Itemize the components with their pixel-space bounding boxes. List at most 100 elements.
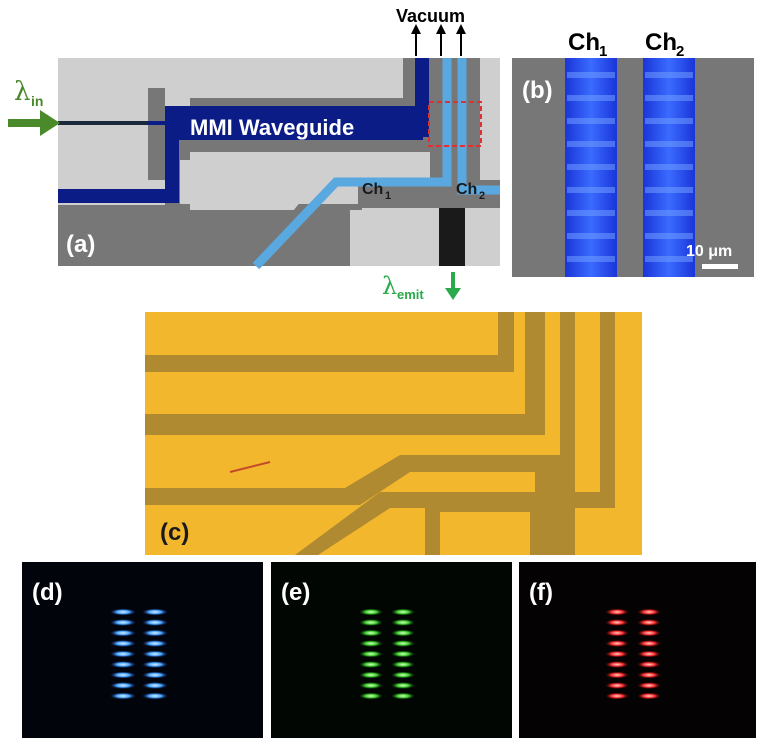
fringe-stripe xyxy=(645,118,693,124)
fringe-stripe xyxy=(605,682,629,689)
track-1 xyxy=(145,312,514,372)
input-arrow-head xyxy=(40,110,60,136)
ch1-label-text: Ch xyxy=(362,181,383,198)
panel-e-fringes xyxy=(359,608,415,700)
ch1-label-a: Ch 1 xyxy=(362,181,391,202)
fringe-stripe xyxy=(645,210,693,216)
fringe-stripe xyxy=(391,661,415,668)
panel-b-background xyxy=(512,58,754,277)
panel-d-fringes xyxy=(110,608,168,700)
vacuum-arrow-2-head xyxy=(436,24,446,34)
gold-pad-2 xyxy=(580,512,642,555)
panel-d-label: (d) xyxy=(32,579,63,606)
panel-b-fringes xyxy=(567,72,693,262)
fringe-stripe xyxy=(110,608,136,616)
fringe-stripe xyxy=(142,608,168,616)
fringe-stripe xyxy=(645,141,693,147)
fringe-stripe xyxy=(359,671,383,679)
fringe-stripe xyxy=(637,629,661,637)
fringe-stripe xyxy=(637,682,661,689)
fringe-stripe xyxy=(567,95,615,101)
fringe-stripe xyxy=(391,650,415,658)
track-5 xyxy=(535,455,575,555)
ch2-label-a: Ch 2 xyxy=(456,181,485,202)
ch2-label-b: Ch 2 xyxy=(645,29,684,60)
panel-f-label: (f) xyxy=(529,579,553,606)
ch1-label-sub: 1 xyxy=(385,190,391,202)
emit-lambda: λ xyxy=(382,272,397,300)
panel-d-background xyxy=(22,562,263,738)
fringe-stripe xyxy=(359,629,383,637)
fringe-stripe xyxy=(142,692,168,700)
fringe-stripe xyxy=(637,692,661,700)
fringe-stripe xyxy=(637,608,661,616)
fringe-stripe xyxy=(605,661,629,668)
panel-e-green-emission: (e) xyxy=(271,562,512,738)
scale-bar xyxy=(702,264,738,269)
fringe-stripe xyxy=(142,650,168,658)
fringe-stripe xyxy=(637,661,661,668)
panel-f-background xyxy=(519,562,756,738)
mmi-waveguide-label: MMI Waveguide xyxy=(190,115,354,140)
fringe-stripe xyxy=(605,640,629,647)
gold-pad-1 xyxy=(440,512,530,555)
fringe-stripe xyxy=(637,619,661,626)
panel-b-ch1-sub: 1 xyxy=(599,43,607,60)
input-lambda-sub: in xyxy=(31,93,43,109)
fringe-stripe xyxy=(359,608,383,616)
panel-a-label: (a) xyxy=(66,231,95,258)
fringe-stripe xyxy=(110,629,136,637)
fringe-stripe xyxy=(567,72,615,78)
panel-b-micrograph: (b) Ch 1 Ch 2 10 μm xyxy=(512,29,754,277)
fringe-stripe xyxy=(359,682,383,689)
fringe-stripe xyxy=(391,682,415,689)
panel-e-label: (e) xyxy=(281,579,310,606)
input-lambda: λ xyxy=(14,77,30,107)
fringe-stripe xyxy=(142,640,168,647)
ch2-label-sub: 2 xyxy=(479,190,485,202)
fringe-stripe xyxy=(359,661,383,668)
fringe-stripe xyxy=(391,692,415,700)
fringe-stripe xyxy=(645,233,693,239)
fringe-stripe xyxy=(605,650,629,658)
fringe-stripe xyxy=(359,650,383,658)
cladding-strip xyxy=(148,88,165,180)
fringe-stripe xyxy=(567,118,615,124)
fringe-stripe xyxy=(391,619,415,626)
fringe-stripe xyxy=(637,650,661,658)
fringe-stripe xyxy=(110,661,136,668)
panel-b-ch2-text: Ch xyxy=(645,29,677,56)
fringe-stripe xyxy=(391,608,415,616)
substrate-window-2 xyxy=(362,208,500,266)
fringe-stripe xyxy=(142,619,168,626)
fringe-stripe xyxy=(567,141,615,147)
scale-bar-label: 10 μm xyxy=(686,243,732,260)
fringe-stripe xyxy=(645,95,693,101)
fringe-stripe xyxy=(142,682,168,689)
fringe-stripe xyxy=(110,619,136,626)
ch1-label-b: Ch 1 xyxy=(568,29,607,60)
fringe-stripe xyxy=(110,650,136,658)
emission-window xyxy=(439,208,465,266)
panel-e-background xyxy=(271,562,512,738)
fringe-stripe xyxy=(110,671,136,679)
substrate-window-3 xyxy=(58,88,148,188)
panel-b-ch1-text: Ch xyxy=(568,29,600,56)
fringe-stripe xyxy=(110,692,136,700)
track-2 xyxy=(145,312,545,435)
fringe-stripe xyxy=(142,661,168,668)
zoom-region-box xyxy=(428,101,482,147)
fringe-stripe xyxy=(567,164,615,170)
substrate-window xyxy=(180,160,358,204)
fringe-stripe xyxy=(605,629,629,637)
fringe-stripe xyxy=(645,256,693,262)
fringe-stripe xyxy=(605,608,629,616)
fringe-stripe xyxy=(142,629,168,637)
panel-f-red-emission: (f) xyxy=(519,562,756,738)
panel-c-photo: (c) xyxy=(145,312,642,555)
track-3 xyxy=(145,312,575,505)
input-wavelength-label: λ in xyxy=(14,77,43,109)
vacuum-arrow-3-head xyxy=(456,24,466,34)
vacuum-label: Vacuum xyxy=(396,6,465,26)
